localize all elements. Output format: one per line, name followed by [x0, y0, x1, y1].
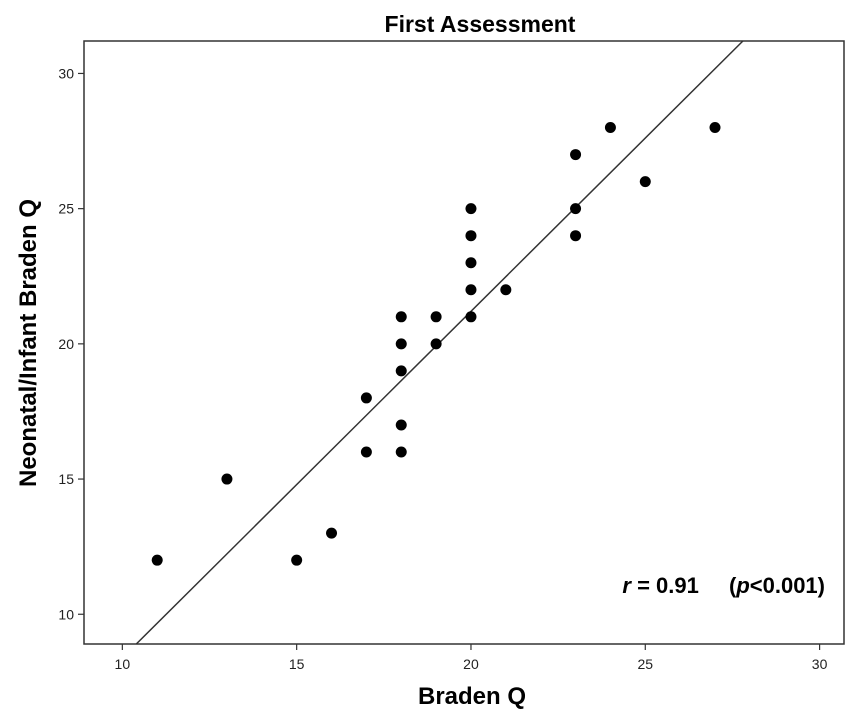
data-point — [465, 203, 477, 215]
y-tick-label: 20 — [58, 336, 74, 352]
r-value: = 0.91 — [637, 573, 699, 598]
data-point — [326, 527, 338, 539]
p-value: <0.001) — [750, 573, 825, 598]
data-point — [465, 311, 477, 323]
data-point — [360, 392, 372, 404]
data-point — [395, 419, 407, 431]
x-axis-label: Braden Q — [418, 683, 526, 710]
data-point — [395, 446, 407, 458]
p-symbol: p — [735, 573, 749, 598]
data-point — [465, 284, 477, 296]
data-point — [291, 554, 303, 566]
y-tick-label: 10 — [58, 606, 74, 622]
data-point — [570, 230, 582, 242]
y-tick-label: 25 — [58, 201, 74, 217]
data-points — [151, 122, 721, 566]
data-point — [465, 257, 477, 269]
chart-title: First Assessment — [385, 11, 576, 37]
p-open: ( — [729, 573, 737, 598]
x-tick-label: 25 — [637, 656, 653, 672]
data-point — [395, 365, 407, 377]
data-point — [604, 122, 616, 134]
data-point — [395, 338, 407, 350]
data-point — [500, 284, 512, 296]
x-tick-label: 10 — [115, 656, 131, 672]
plot-frame — [83, 40, 845, 645]
data-point — [430, 338, 442, 350]
data-point — [465, 230, 477, 242]
y-tick-label: 15 — [58, 471, 74, 487]
x-axis-ticks: 10 15 20 25 30 — [115, 644, 828, 672]
data-point — [570, 203, 582, 215]
y-axis-ticks: 10 15 20 25 30 — [58, 65, 84, 622]
x-tick-label: 15 — [289, 656, 305, 672]
data-point — [430, 311, 442, 323]
data-point — [360, 446, 372, 458]
correlation-annotation: r = 0.91 (p<0.001) — [622, 573, 825, 598]
data-point — [151, 554, 163, 566]
y-tick-label: 30 — [58, 65, 74, 81]
data-point — [639, 176, 651, 188]
data-point — [395, 311, 407, 323]
data-point — [709, 122, 721, 134]
y-axis-label: Neonatal/Infant Braden Q — [15, 199, 42, 487]
x-tick-label: 30 — [812, 656, 828, 672]
r-symbol: r — [622, 573, 632, 598]
x-tick-label: 20 — [463, 656, 479, 672]
data-point — [221, 473, 233, 485]
data-point — [570, 149, 582, 161]
